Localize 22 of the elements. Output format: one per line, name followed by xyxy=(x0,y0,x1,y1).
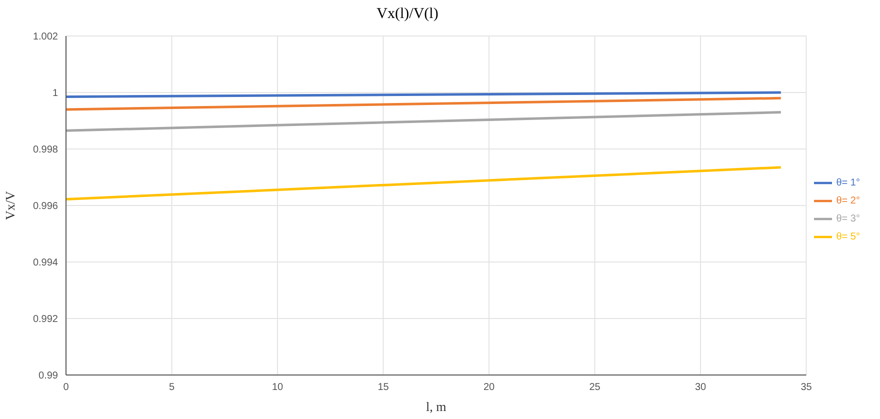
y-tick-label: 0.998 xyxy=(32,144,58,156)
chart-title: Vx(l)/V(l) xyxy=(376,6,440,23)
legend-label: θ= 5° xyxy=(836,231,860,242)
legend-label: θ= 2° xyxy=(836,195,860,206)
x-tick-label: 0 xyxy=(63,382,70,394)
y-tick-label: 0.996 xyxy=(32,201,58,212)
x-tick-label: 25 xyxy=(589,382,601,394)
y-axis-title: Vx/V xyxy=(2,190,18,220)
x-tick-label: 35 xyxy=(800,382,812,394)
x-axis-title: l, m xyxy=(426,399,446,414)
y-tick-label: 1 xyxy=(52,88,58,100)
y-tick-label: 0.994 xyxy=(32,258,58,269)
x-tick-label: 10 xyxy=(272,382,284,394)
legend-label: θ= 3° xyxy=(836,213,860,224)
legend-label: θ= 1° xyxy=(836,177,860,188)
x-tick-label: 15 xyxy=(378,382,390,394)
y-tick-label: 0.992 xyxy=(32,314,58,326)
y-tick-label: 0.99 xyxy=(38,370,58,382)
y-tick-label: 1.002 xyxy=(32,32,58,43)
x-tick-label: 5 xyxy=(168,382,175,394)
x-tick-label: 20 xyxy=(483,382,495,394)
x-tick-label: 30 xyxy=(694,382,706,394)
